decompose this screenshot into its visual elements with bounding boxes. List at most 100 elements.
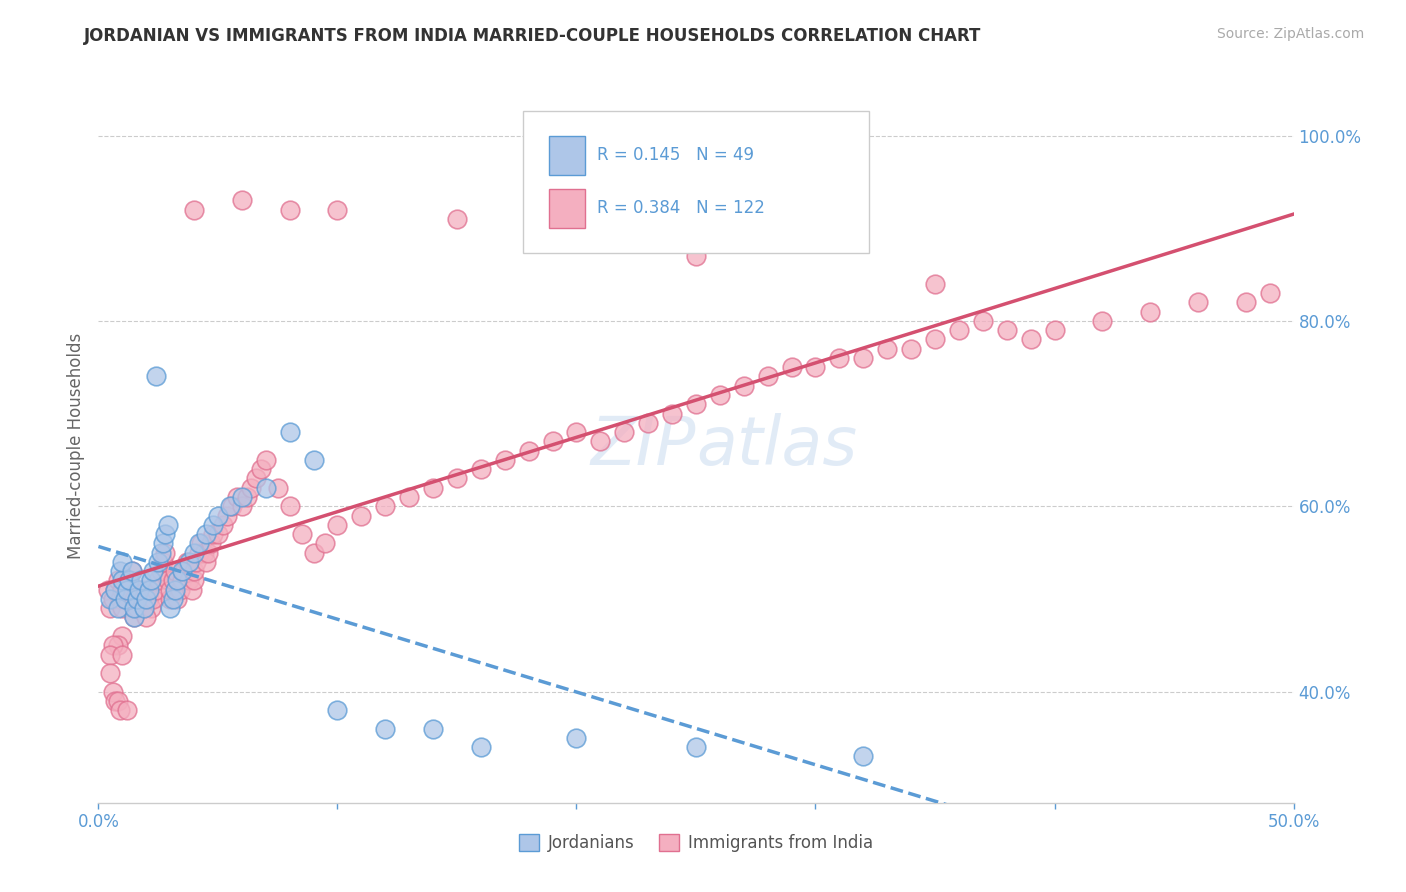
Text: R = 0.145   N = 49: R = 0.145 N = 49: [596, 146, 754, 164]
Point: [115, 703, 138, 717]
Point: [114, 591, 136, 606]
Point: [101, 684, 124, 698]
Point: [98, 591, 122, 606]
Point: [235, 490, 257, 504]
Point: [173, 564, 195, 578]
Point: [159, 591, 181, 606]
Point: [155, 545, 177, 559]
Point: [446, 471, 468, 485]
Point: [470, 740, 492, 755]
Point: [148, 574, 170, 588]
Point: [267, 481, 290, 495]
Point: [541, 434, 564, 449]
Point: [446, 211, 468, 226]
Point: [193, 545, 215, 559]
Point: [972, 314, 994, 328]
Point: [124, 601, 146, 615]
Point: [156, 574, 179, 588]
Point: [104, 694, 127, 708]
Point: [139, 601, 162, 615]
Point: [156, 517, 179, 532]
Text: JORDANIAN VS IMMIGRANTS FROM INDIA MARRIED-COUPLE HOUSEHOLDS CORRELATION CHART: JORDANIAN VS IMMIGRANTS FROM INDIA MARRI…: [84, 27, 981, 45]
Text: R = 0.384   N = 122: R = 0.384 N = 122: [596, 200, 765, 218]
Point: [756, 369, 779, 384]
Point: [195, 527, 218, 541]
Point: [162, 574, 184, 588]
Point: [179, 574, 201, 588]
Point: [118, 574, 141, 588]
Point: [326, 202, 349, 217]
Point: [98, 601, 122, 615]
Point: [1091, 314, 1114, 328]
Point: [172, 564, 194, 578]
Point: [804, 360, 827, 375]
Text: ZIP: ZIP: [591, 413, 696, 479]
Point: [138, 591, 160, 606]
Point: [302, 453, 325, 467]
Point: [685, 397, 707, 411]
Point: [163, 582, 186, 597]
Point: [254, 481, 277, 495]
Point: [250, 462, 273, 476]
Point: [132, 601, 155, 615]
Point: [422, 722, 444, 736]
Point: [132, 601, 155, 615]
Point: [111, 648, 134, 662]
Point: [159, 582, 181, 597]
Point: [195, 555, 218, 569]
Point: [169, 582, 191, 597]
Point: [685, 740, 707, 755]
Point: [183, 564, 205, 578]
Point: [278, 202, 301, 217]
Point: [155, 527, 177, 541]
Point: [104, 582, 127, 597]
Point: [180, 582, 202, 597]
Point: [231, 500, 253, 514]
Point: [315, 536, 337, 550]
Point: [326, 517, 349, 532]
Point: [97, 582, 120, 597]
Point: [852, 351, 875, 365]
Y-axis label: Married-couple Households: Married-couple Households: [66, 333, 84, 559]
Point: [565, 425, 588, 439]
Point: [111, 574, 134, 588]
Point: [637, 416, 659, 430]
Point: [139, 574, 162, 588]
Point: [661, 407, 683, 421]
Point: [900, 342, 922, 356]
Point: [124, 610, 146, 624]
Point: [183, 202, 205, 217]
FancyBboxPatch shape: [523, 111, 869, 253]
Point: [291, 527, 314, 541]
Point: [125, 591, 148, 606]
Point: [1258, 286, 1281, 301]
Point: [152, 536, 174, 550]
Point: [142, 591, 165, 606]
Bar: [548, 189, 585, 228]
Point: [125, 601, 148, 615]
Point: [876, 342, 898, 356]
Point: [115, 582, 138, 597]
Point: [135, 582, 157, 597]
Point: [98, 666, 122, 681]
Point: [1019, 333, 1042, 347]
Point: [166, 574, 188, 588]
Point: [245, 471, 267, 485]
Point: [231, 490, 253, 504]
Point: [124, 610, 146, 624]
Legend: Jordanians, Immigrants from India: Jordanians, Immigrants from India: [513, 827, 879, 859]
Point: [121, 564, 143, 578]
Point: [1043, 323, 1066, 337]
Point: [422, 481, 444, 495]
Point: [159, 601, 181, 615]
Point: [104, 582, 127, 597]
Point: [107, 574, 129, 588]
Point: [995, 323, 1018, 337]
Point: [202, 527, 225, 541]
Point: [1139, 304, 1161, 318]
Point: [145, 582, 167, 597]
Point: [172, 574, 194, 588]
Point: [221, 500, 243, 514]
Point: [121, 564, 143, 578]
Point: [162, 591, 184, 606]
